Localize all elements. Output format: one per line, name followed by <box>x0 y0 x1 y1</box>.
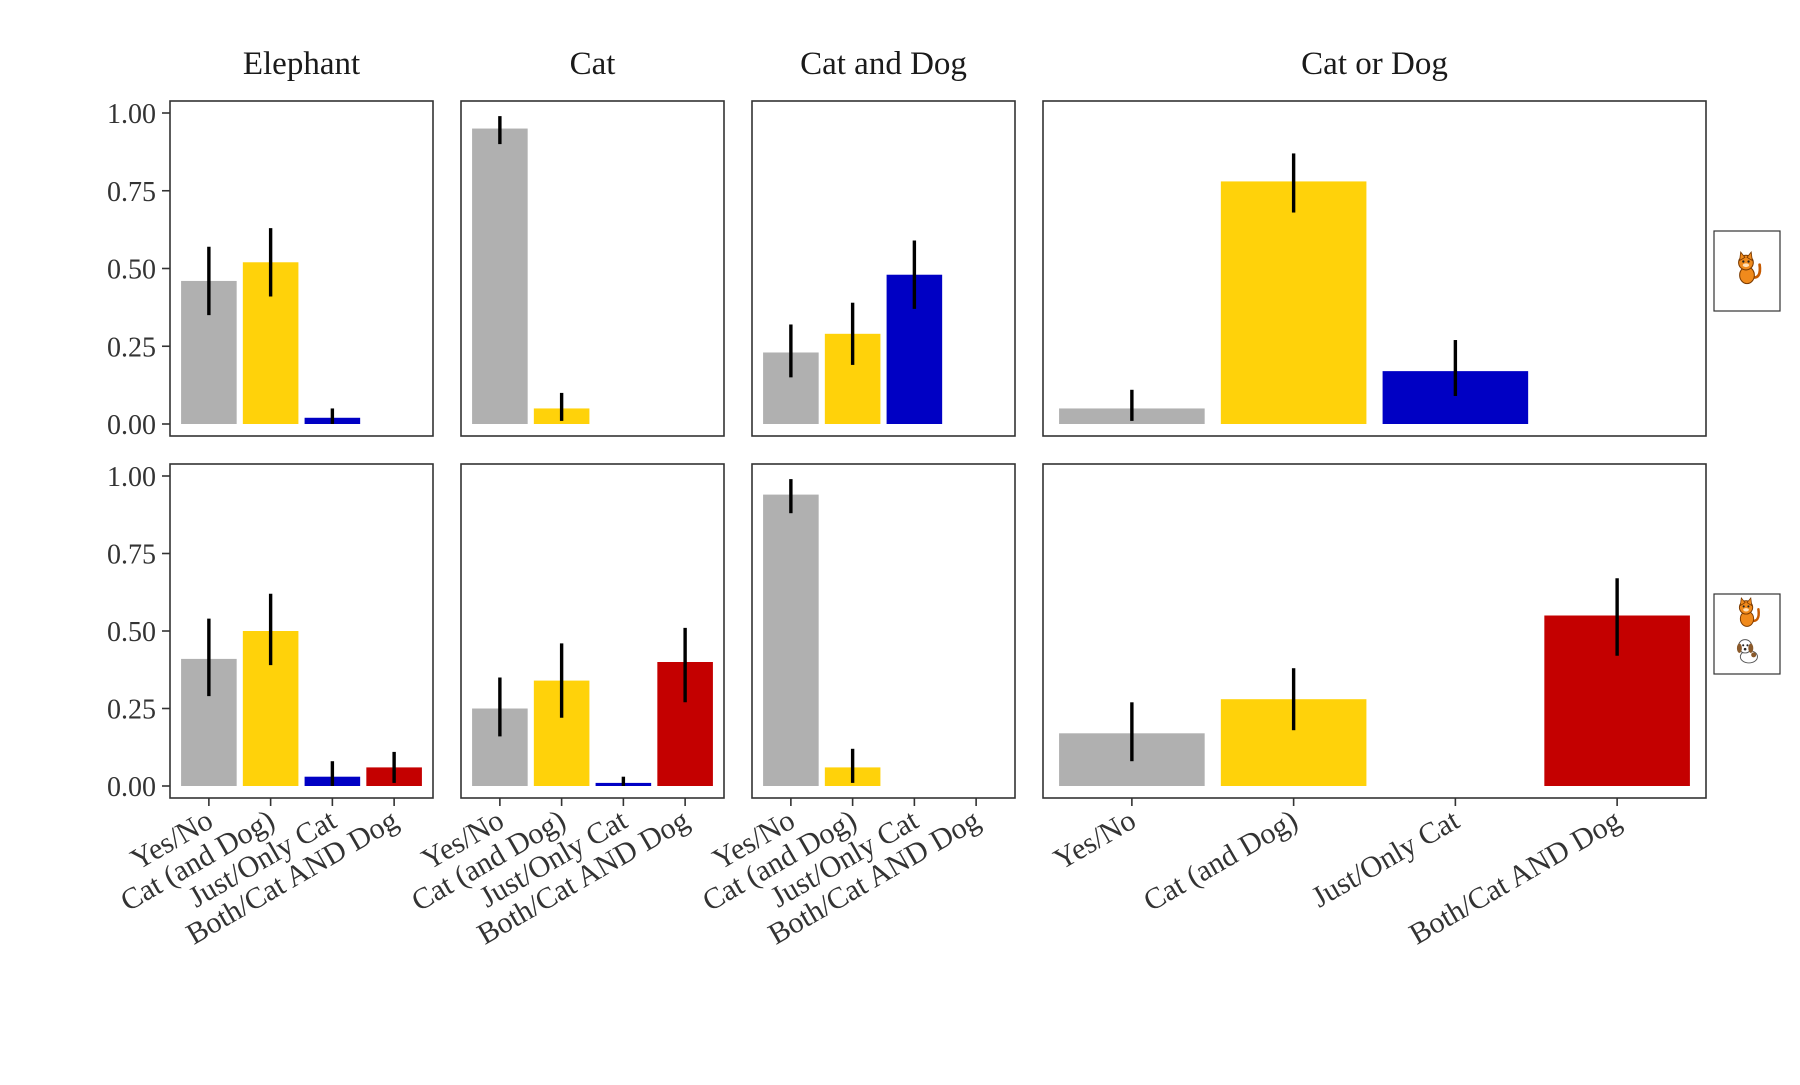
panel-title-cat: Cat <box>570 46 616 82</box>
y-tick-label: 0.25 <box>107 332 156 363</box>
y-tick-label: 0.50 <box>107 617 156 648</box>
cat-icon <box>1738 251 1762 285</box>
y-tick-label: 0.00 <box>107 772 156 803</box>
cat-icon <box>1738 596 1760 627</box>
cat-eye-shape <box>1742 605 1745 608</box>
bar-yes-no <box>472 128 528 425</box>
panel-frame <box>1042 463 1707 799</box>
cat-muzzle-shape <box>1742 263 1750 268</box>
y-tick-label: 0.75 <box>107 177 156 208</box>
panel-r2-c3 <box>751 463 1016 799</box>
panel-frame <box>460 463 725 799</box>
bar-yes-no <box>763 494 819 786</box>
dog-nose-shape <box>1743 647 1747 651</box>
y-tick-label: 1.00 <box>107 462 156 493</box>
cat-muzzle-shape <box>1743 608 1749 612</box>
y-tick-label: 1.00 <box>107 99 156 130</box>
panel-r2-c2 <box>460 463 725 799</box>
panel-frame <box>751 463 1016 799</box>
panel-r1-c1 <box>169 100 434 437</box>
cat-ears-shape <box>1739 251 1753 262</box>
cat-eye-shape <box>1747 605 1750 608</box>
dog-ear-shape <box>1748 643 1754 653</box>
dog-icon <box>1736 639 1758 664</box>
dog-eye-shape <box>1742 644 1745 647</box>
y-tick-label: 0.75 <box>107 540 156 571</box>
cat-eye-shape <box>1747 260 1750 263</box>
cat-ears-shape <box>1739 596 1753 607</box>
x-tick-label-cat-and-dog: Cat (and Dog) <box>1138 803 1303 917</box>
y-tick-label: 0.50 <box>107 255 156 286</box>
x-tick-label-just-only-cat: Just/Only Cat <box>1306 803 1465 914</box>
row-strip-cat <box>1713 230 1781 312</box>
panel-r1-c2 <box>460 100 725 437</box>
dog-ear-shape <box>1736 643 1742 653</box>
dog-spot-shape <box>1751 652 1757 658</box>
dog-eye-shape <box>1746 644 1749 647</box>
bar-cat-and-dog <box>1220 181 1367 424</box>
panel-title-cat-and-dog: Cat and Dog <box>800 46 967 82</box>
panel-frame <box>460 100 725 437</box>
y-tick-label: 0.00 <box>107 410 156 441</box>
panel-r2-c4 <box>1042 463 1707 799</box>
panel-frame <box>169 100 434 437</box>
row-strip-cat-and-dog <box>1713 593 1781 675</box>
panel-r2-c1 <box>169 463 434 799</box>
panel-r1-c3 <box>751 100 1016 437</box>
panel-frame <box>1042 100 1707 437</box>
cat-eye-shape <box>1742 260 1745 263</box>
panel-frame <box>169 463 434 799</box>
panel-frame <box>751 100 1016 437</box>
panel-title-cat-or-dog: Cat or Dog <box>1301 46 1448 82</box>
y-tick-label: 0.25 <box>107 695 156 726</box>
panel-r1-c4 <box>1042 100 1707 437</box>
panel-title-elephant: Elephant <box>243 46 360 82</box>
x-tick-label-yes-no: Yes/No <box>1048 803 1141 876</box>
